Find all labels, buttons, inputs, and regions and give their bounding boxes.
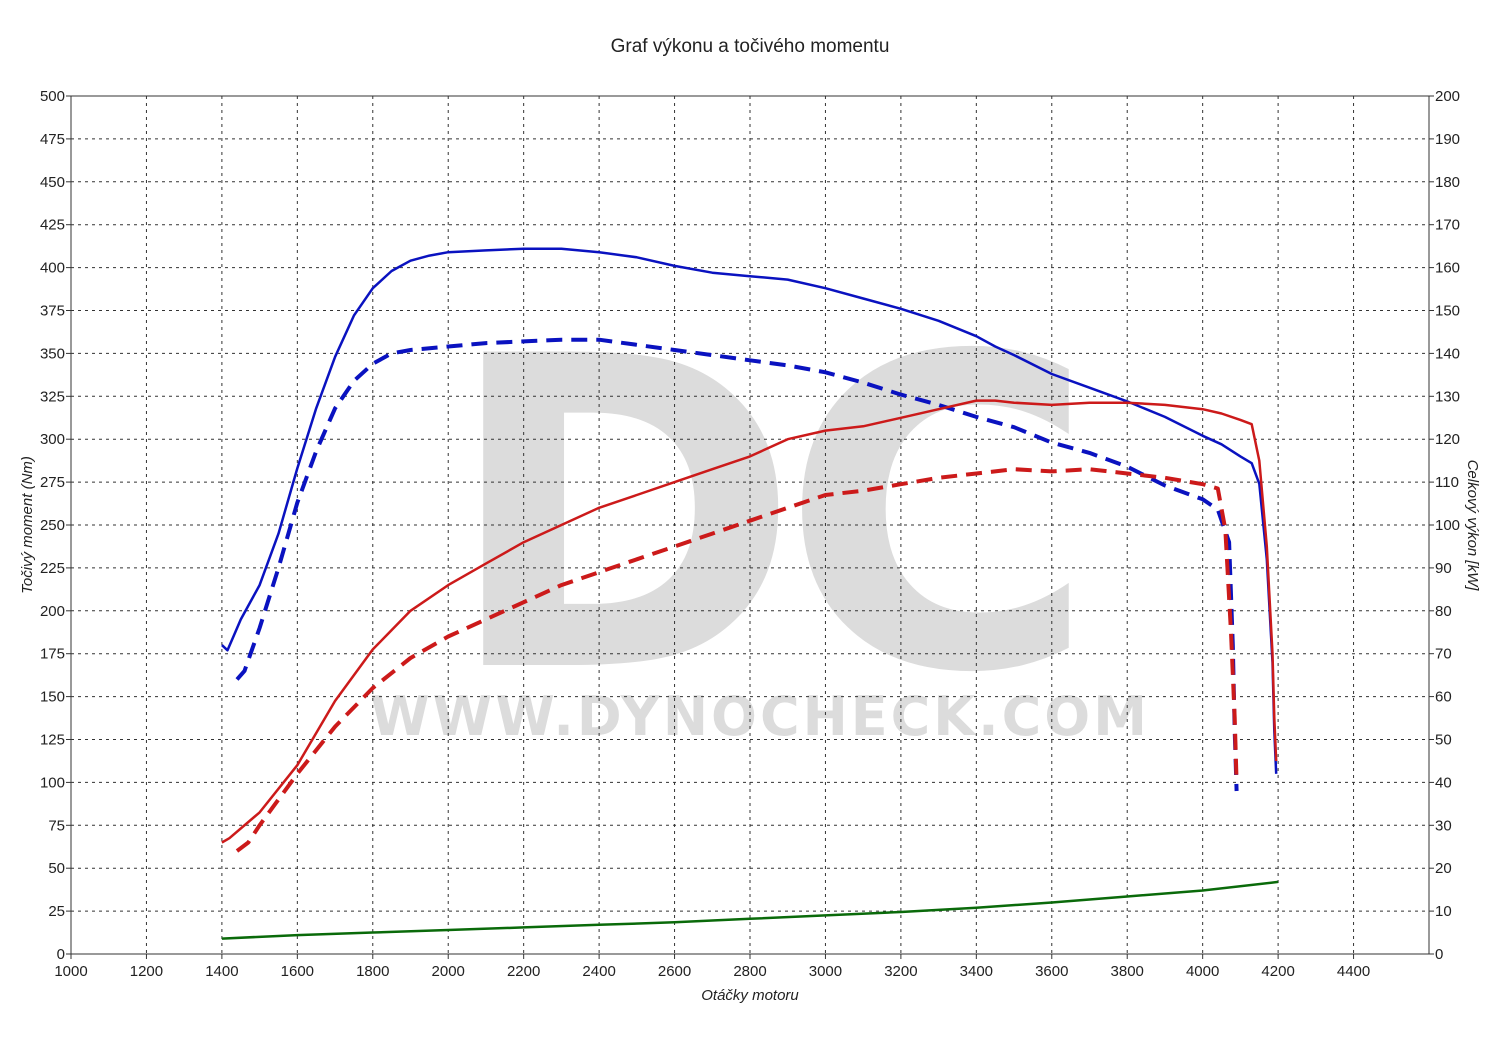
x-tick-label: 3400 xyxy=(960,963,993,980)
y-right-tick-label: 0 xyxy=(1435,946,1443,963)
y-left-tick-label: 375 xyxy=(40,303,65,320)
y-left-tick-label: 350 xyxy=(40,345,65,362)
y-right-tick-label: 140 xyxy=(1435,345,1460,362)
x-tick-label: 4400 xyxy=(1337,963,1370,980)
y-left-tick-label: 500 xyxy=(40,88,65,105)
series-line-4 xyxy=(235,467,1239,853)
y-left-tick-label: 200 xyxy=(40,603,65,620)
y-left-tick-label: 450 xyxy=(40,174,65,191)
y-right-tick-label: 200 xyxy=(1435,88,1460,105)
y-right-axis-label: Celkový výkon [kW] xyxy=(1464,460,1481,592)
x-tick-label: 4000 xyxy=(1186,963,1219,980)
tick-labels: 1000 1200 1400 1600 1800 2000 2200 2400 2600 2800… xyxy=(40,88,1460,980)
y-right-tick-label: 30 xyxy=(1435,817,1452,834)
y-right-tick-label: 80 xyxy=(1435,603,1452,620)
series-line-5 xyxy=(221,880,1279,940)
x-axis-label: Otáčky motoru xyxy=(701,987,799,1004)
x-tick-label: 1000 xyxy=(54,963,87,980)
x-tick-label: 3600 xyxy=(1035,963,1068,980)
y-left-tick-label: 0 xyxy=(57,946,65,963)
grid xyxy=(71,96,1429,954)
series-lines xyxy=(221,247,1279,940)
y-right-tick-label: 40 xyxy=(1435,774,1452,791)
y-left-tick-label: 400 xyxy=(40,260,65,277)
series-line-3 xyxy=(221,399,1278,844)
y-left-axis-label: Točivý moment (Nm) xyxy=(19,456,36,594)
y-right-tick-label: 100 xyxy=(1435,517,1460,534)
x-tick-label: 1800 xyxy=(356,963,389,980)
x-tick-label: 3200 xyxy=(884,963,917,980)
y-left-tick-label: 250 xyxy=(40,517,65,534)
y-right-tick-label: 120 xyxy=(1435,431,1460,448)
y-right-tick-label: 150 xyxy=(1435,303,1460,320)
y-right-tick-label: 70 xyxy=(1435,646,1452,663)
y-right-tick-label: 110 xyxy=(1435,474,1459,491)
series-line-2 xyxy=(235,337,1239,792)
y-left-tick-label: 100 xyxy=(40,774,65,791)
x-tick-label: 2600 xyxy=(658,963,691,980)
x-tick-label: 4200 xyxy=(1261,963,1294,980)
y-right-tick-label: 130 xyxy=(1435,388,1460,405)
series-line-1 xyxy=(221,247,1278,774)
x-tick-label: 1200 xyxy=(130,963,163,980)
y-right-tick-label: 60 xyxy=(1435,689,1452,706)
y-right-tick-label: 90 xyxy=(1435,560,1452,577)
y-right-tick-label: 180 xyxy=(1435,174,1460,191)
y-left-tick-label: 50 xyxy=(48,860,65,877)
y-left-tick-label: 325 xyxy=(40,388,65,405)
x-tick-label: 2000 xyxy=(432,963,465,980)
y-left-tick-label: 75 xyxy=(48,817,65,834)
y-right-tick-label: 160 xyxy=(1435,260,1460,277)
y-right-tick-label: 20 xyxy=(1435,860,1452,877)
y-left-tick-label: 300 xyxy=(40,431,65,448)
y-left-tick-label: 425 xyxy=(40,217,65,234)
chart-title: Graf výkonu a točivého momentu xyxy=(611,36,890,57)
y-right-tick-label: 170 xyxy=(1435,217,1460,234)
y-left-tick-label: 25 xyxy=(48,903,65,920)
x-tick-label: 1600 xyxy=(281,963,314,980)
y-right-tick-label: 50 xyxy=(1435,732,1452,749)
x-tick-label: 1400 xyxy=(205,963,238,980)
y-right-tick-label: 10 xyxy=(1435,903,1452,920)
y-right-tick-label: 190 xyxy=(1435,131,1460,148)
y-left-tick-label: 125 xyxy=(40,732,65,749)
x-tick-label: 2400 xyxy=(582,963,615,980)
x-tick-label: 3000 xyxy=(809,963,842,980)
x-tick-label: 2200 xyxy=(507,963,540,980)
y-left-tick-label: 150 xyxy=(40,689,65,706)
y-left-tick-label: 175 xyxy=(40,646,65,663)
y-left-tick-label: 275 xyxy=(40,474,65,491)
x-tick-label: 3800 xyxy=(1111,963,1144,980)
watermark-url: WWW.DYNOCHECK.COM xyxy=(370,685,1150,748)
y-left-tick-label: 475 xyxy=(40,131,65,148)
watermark-logo: DC xyxy=(444,267,1077,767)
y-left-tick-label: 225 xyxy=(40,560,65,577)
x-tick-label: 2800 xyxy=(733,963,766,980)
